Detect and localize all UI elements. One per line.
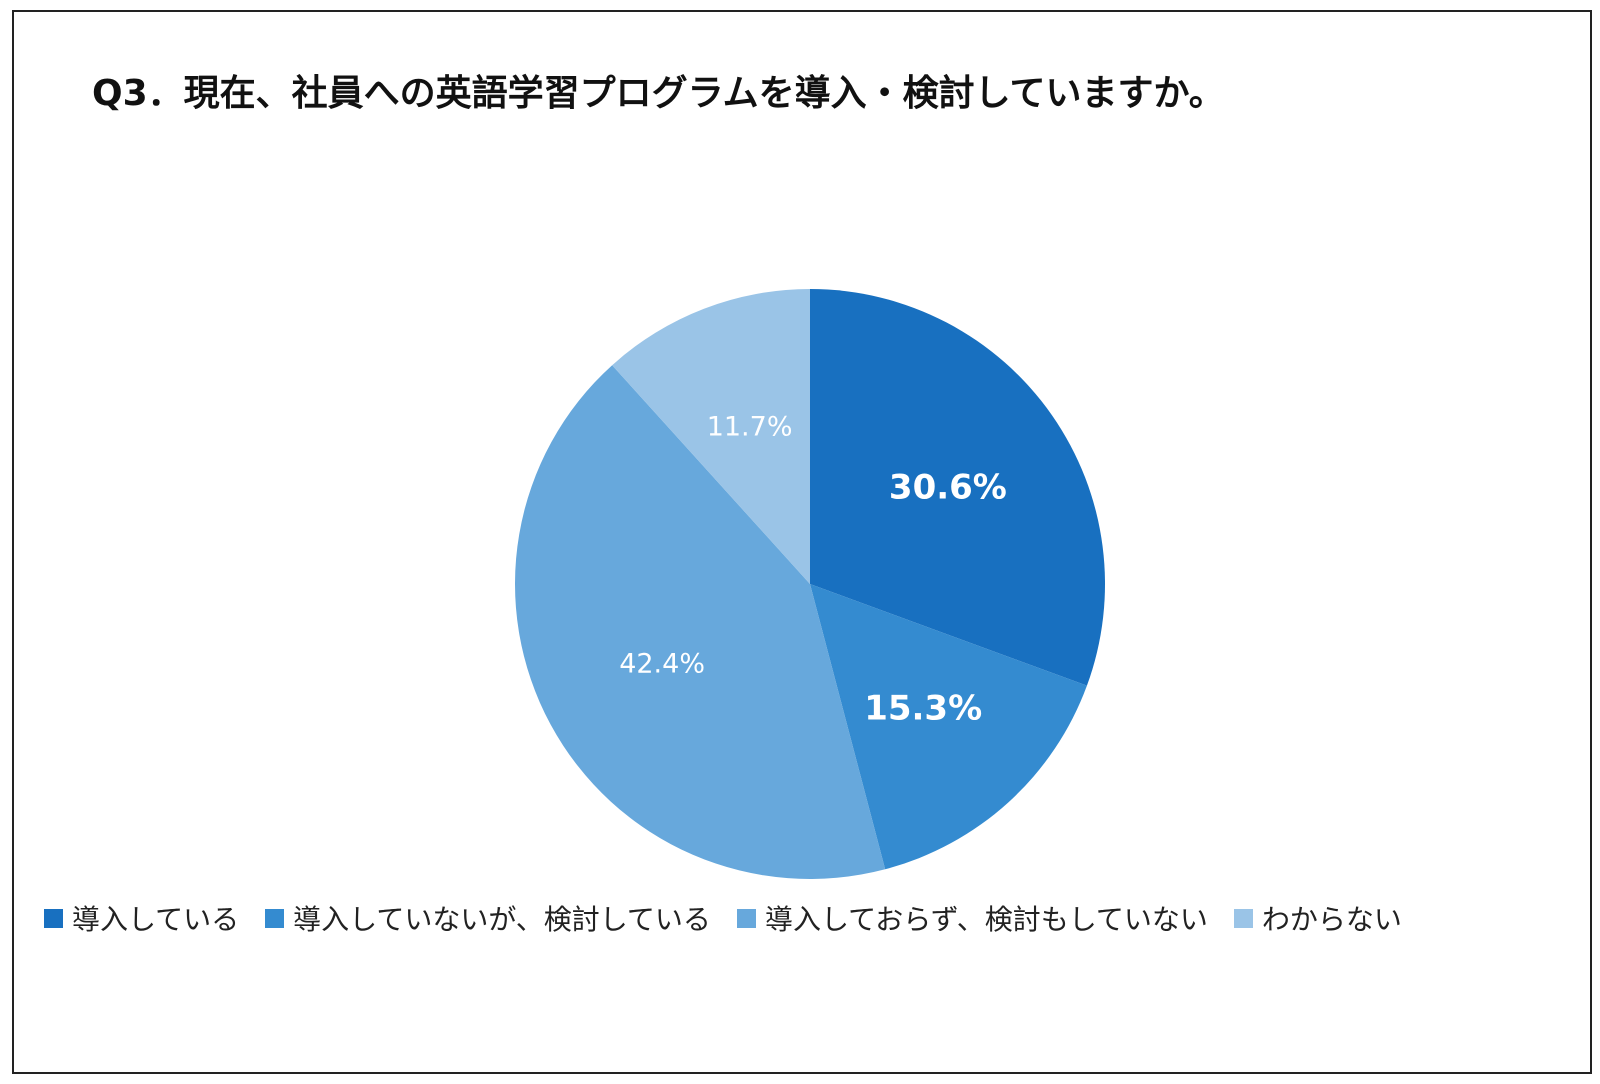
pie-slice-1 [810,289,1106,686]
data-label-4: 11.7% [707,412,793,443]
legend-swatch-2 [265,908,285,928]
legend-swatch-3 [736,908,756,928]
legend-item-2: 導入していないが、検討している [265,898,711,938]
legend-item-4: わからない [1233,898,1402,938]
legend-swatch-4 [1233,908,1253,928]
legend-item-3: 導入しておらず、検討もしていない [736,898,1208,938]
legend-label-3: 導入しておらず、検討もしていない [764,903,1208,936]
legend-item-1: 導入している [44,898,239,938]
pie-slice-4 [612,289,810,584]
pie-slice-2 [810,584,1087,870]
data-label-1: 30.6% [889,468,1007,508]
legend-label-1: 導入している [72,903,240,936]
data-label-2: 15.3% [864,688,982,728]
pie-slice-3 [515,365,886,880]
legend-label-2: 導入していないが、検討している [293,903,711,936]
legend-label-4: わからない [1261,903,1402,936]
legend-swatch-1 [44,908,63,928]
chart-legend: 導入している 導入していないが、検討している 導入しておらず、検討もしていない わから… [44,898,1544,938]
data-label-3: 42.4% [619,649,705,680]
chart-title: Q3．現在、社員への英語学習プログラムを導入・検討していますか。 [92,73,1225,114]
